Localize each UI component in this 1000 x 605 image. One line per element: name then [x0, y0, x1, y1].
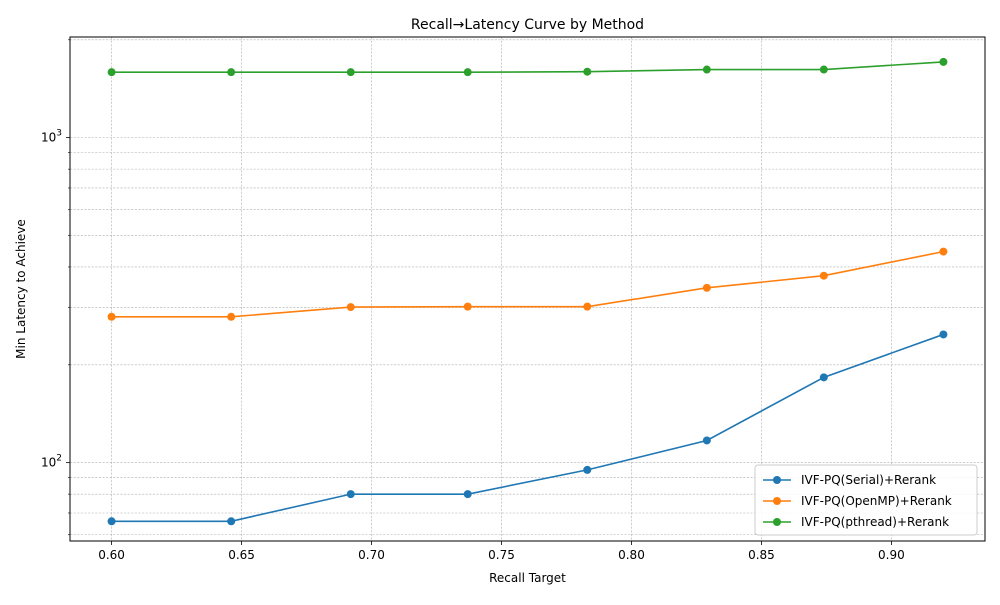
x-tick-label: 0.80	[618, 548, 645, 562]
x-axis-label: Recall Target	[489, 571, 566, 585]
y-tick-label: 102	[41, 454, 62, 470]
data-point	[819, 271, 828, 280]
data-point	[702, 283, 711, 292]
data-point	[939, 247, 948, 256]
series-layer	[107, 57, 948, 526]
plot-frame	[69, 36, 986, 542]
data-point	[463, 490, 472, 499]
data-point	[346, 490, 355, 499]
legend-entry: IVF-PQ(Serial)+Rerank	[801, 473, 936, 487]
y-tick-base: 10	[41, 456, 56, 470]
series-1	[107, 330, 948, 526]
data-point	[107, 517, 116, 526]
x-tick-label: 0.60	[98, 548, 125, 562]
data-point	[583, 302, 592, 311]
series-2	[107, 247, 948, 321]
data-point	[583, 67, 592, 76]
x-tick-label: 0.70	[358, 548, 385, 562]
series-line	[111, 250, 944, 318]
data-point	[702, 65, 711, 74]
legend-entry: IVF-PQ(pthread)+Rerank	[801, 515, 949, 529]
chart-title: Recall→Latency Curve by Method	[411, 17, 644, 33]
data-point	[819, 65, 828, 74]
data-point	[939, 330, 948, 339]
data-point	[819, 373, 828, 382]
y-tick-base: 10	[41, 131, 56, 145]
data-point	[463, 302, 472, 311]
grid-lines	[70, 37, 985, 541]
series-line	[111, 61, 944, 73]
data-point	[702, 436, 711, 445]
legend-marker	[773, 497, 781, 505]
data-point	[346, 303, 355, 312]
data-point	[227, 312, 236, 321]
y-tick-exponent: 2	[56, 454, 62, 464]
x-tick-label: 0.75	[488, 548, 515, 562]
data-point	[107, 312, 116, 321]
data-point	[346, 68, 355, 77]
series-line	[111, 333, 944, 523]
data-point	[583, 465, 592, 474]
legend-entry: IVF-PQ(OpenMP)+Rerank	[801, 494, 952, 508]
data-point	[227, 68, 236, 77]
y-tick-label: 103	[41, 129, 62, 145]
y-tick-exponent: 3	[56, 129, 62, 139]
legend-box	[754, 464, 978, 536]
legend-marker	[773, 476, 781, 484]
legend: IVF-PQ(Serial)+Rerank IVF-PQ(OpenMP)+Rera…	[754, 464, 978, 536]
data-point	[227, 517, 236, 526]
data-point	[107, 68, 116, 77]
x-tick-label: 0.85	[748, 548, 775, 562]
series-3	[107, 57, 948, 77]
y-axis-label: Min Latency to Achieve	[14, 219, 28, 359]
legend-marker	[773, 518, 781, 526]
x-tick-label: 0.90	[878, 548, 905, 562]
data-point	[463, 68, 472, 77]
x-tick-label: 0.65	[228, 548, 255, 562]
data-point	[939, 57, 948, 66]
